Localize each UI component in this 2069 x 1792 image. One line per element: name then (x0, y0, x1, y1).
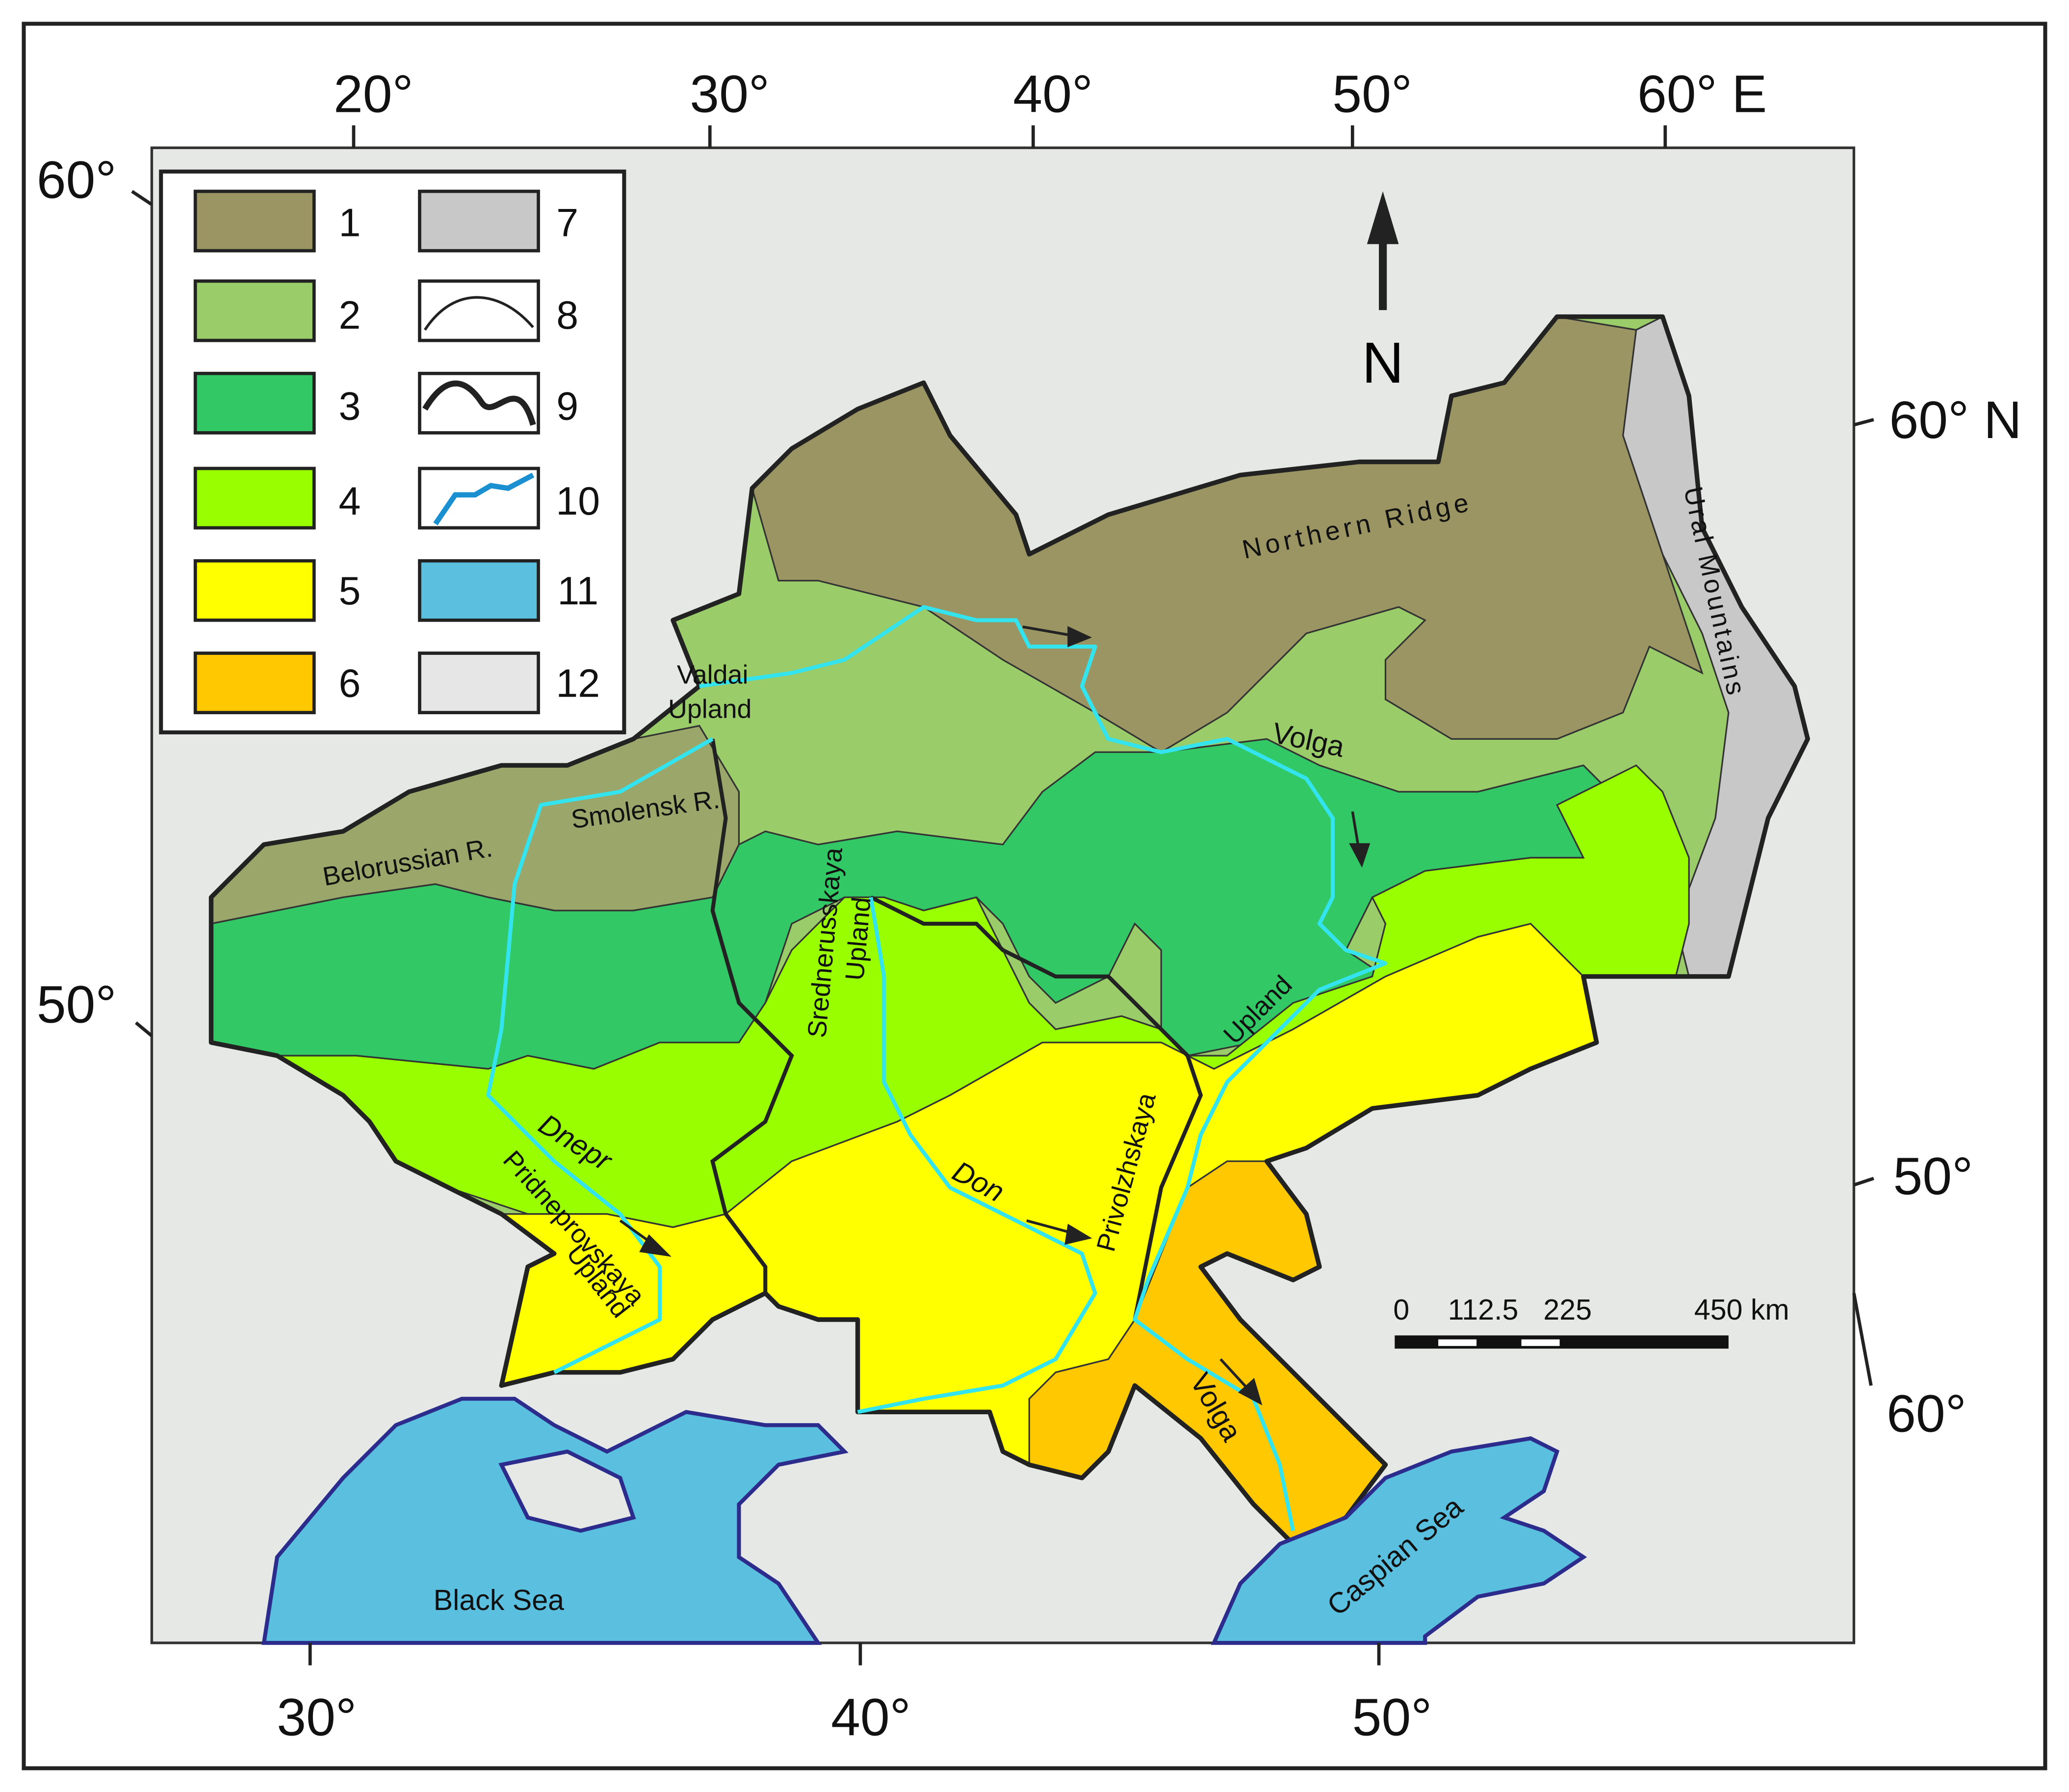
longitude-label: 50° (1332, 65, 1412, 124)
longitude-label: 40° (831, 1688, 911, 1746)
legend-label: 2 (338, 293, 361, 338)
river-don (857, 897, 1097, 1414)
scale-label: 112.5 (1448, 1293, 1519, 1326)
place-label: Valdai (677, 660, 749, 689)
latitude-label: 60° N (1889, 390, 2021, 449)
caspian-sea (1211, 1436, 1587, 1645)
legend-label: 1 (338, 201, 361, 245)
crimea (498, 1449, 636, 1533)
legend-label: 8 (556, 293, 578, 338)
legend-swatches (193, 189, 540, 714)
legend-label: 7 (556, 201, 578, 245)
scale-label: 450 km (1694, 1293, 1789, 1326)
longitude-label: 30° (690, 65, 770, 124)
flow-arrows (619, 625, 1371, 1405)
legend-label: 6 (338, 661, 361, 705)
basin-boundary (208, 314, 1810, 1546)
longitude-label: 50° (1352, 1688, 1432, 1746)
place-label: Upland (840, 896, 877, 982)
sea-label: Black Sea (434, 1584, 564, 1616)
legend-label: 12 (556, 661, 600, 705)
legend-label: 9 (556, 384, 578, 428)
legend-label: 5 (338, 569, 361, 613)
scale-label: 225 (1543, 1293, 1592, 1326)
place-label: Upland (668, 694, 751, 724)
legend-label: 3 (338, 384, 361, 428)
longitude-label: 40° (1013, 65, 1093, 124)
latitude-label: 50° (37, 975, 117, 1034)
scale-label: 0 (1393, 1293, 1409, 1326)
legend-label: 4 (338, 479, 361, 523)
north-label: N (1362, 331, 1403, 395)
legend-box (159, 169, 626, 734)
outer-frame (22, 22, 2047, 1770)
longitude-label: 20° (334, 65, 414, 124)
legend-label: 10 (556, 479, 600, 523)
graticule-ticks (131, 125, 1874, 1665)
latitude-label: 60° (37, 150, 117, 209)
river-volga (699, 605, 1388, 1532)
latitude-label: 50° (1893, 1146, 1973, 1205)
river-dnepr (486, 737, 714, 1375)
north-arrow (1367, 191, 1399, 311)
legend-label: 11 (557, 569, 598, 613)
sub-basin-boundary (710, 738, 1203, 1320)
longitude-label: 60° E (1637, 65, 1767, 124)
longitude-label: 30° (277, 1688, 357, 1746)
latitude-label: 60° (1887, 1384, 1966, 1443)
scale-bar (1395, 1335, 1729, 1349)
